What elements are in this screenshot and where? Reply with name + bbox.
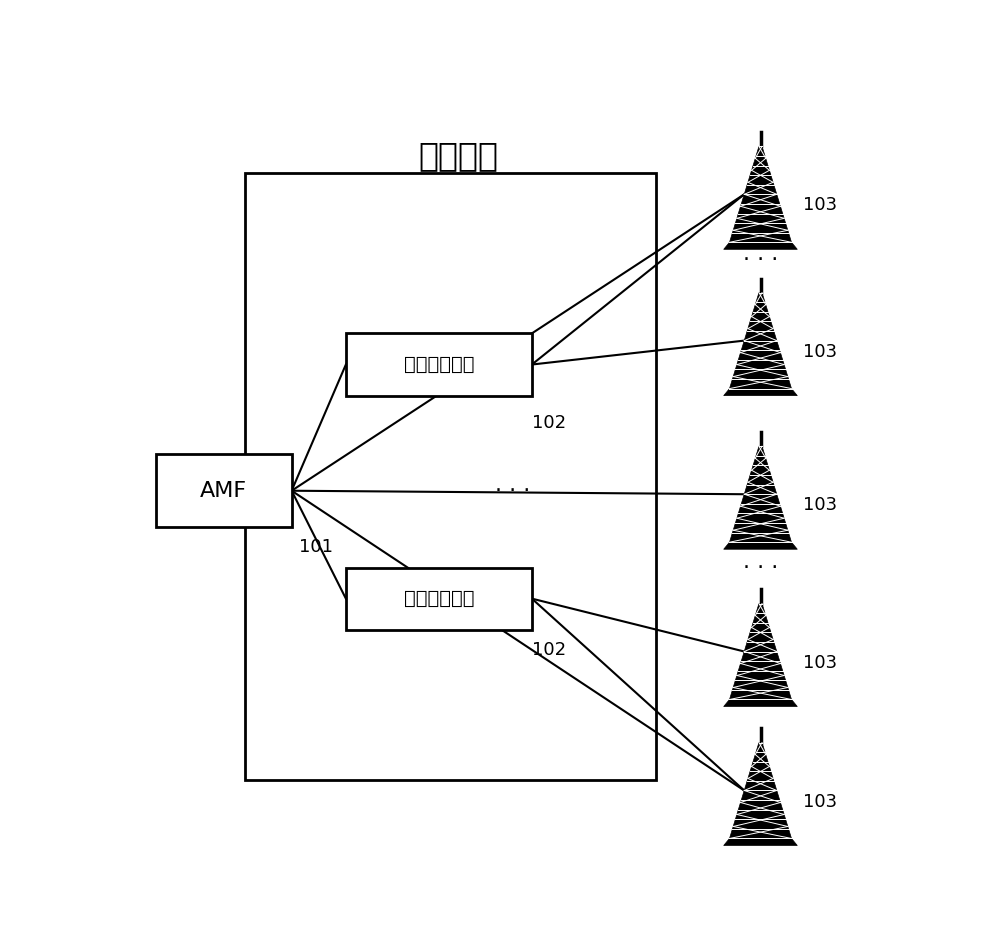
Text: 101: 101 — [299, 539, 333, 557]
Text: 感知系统: 感知系统 — [418, 140, 498, 173]
Text: 103: 103 — [803, 496, 837, 514]
Text: 103: 103 — [803, 343, 837, 361]
Text: 102: 102 — [532, 640, 566, 658]
Polygon shape — [724, 446, 797, 549]
Polygon shape — [724, 743, 797, 846]
Text: 边缘感知网元: 边缘感知网元 — [404, 355, 474, 374]
Text: 边缘感知网元: 边缘感知网元 — [404, 589, 474, 608]
Text: 103: 103 — [803, 792, 837, 810]
Bar — [346, 333, 532, 395]
Text: · · ·: · · · — [743, 250, 778, 271]
Polygon shape — [724, 146, 797, 249]
Text: AMF: AMF — [200, 481, 247, 501]
Text: 103: 103 — [803, 197, 837, 215]
Bar — [245, 173, 656, 780]
Text: 103: 103 — [803, 654, 837, 672]
Polygon shape — [724, 603, 797, 707]
Text: · · ·: · · · — [495, 481, 530, 501]
Text: 102: 102 — [532, 414, 566, 432]
Bar — [346, 567, 532, 630]
Bar — [156, 454, 292, 527]
Polygon shape — [724, 293, 797, 395]
Text: · · ·: · · · — [743, 558, 778, 578]
